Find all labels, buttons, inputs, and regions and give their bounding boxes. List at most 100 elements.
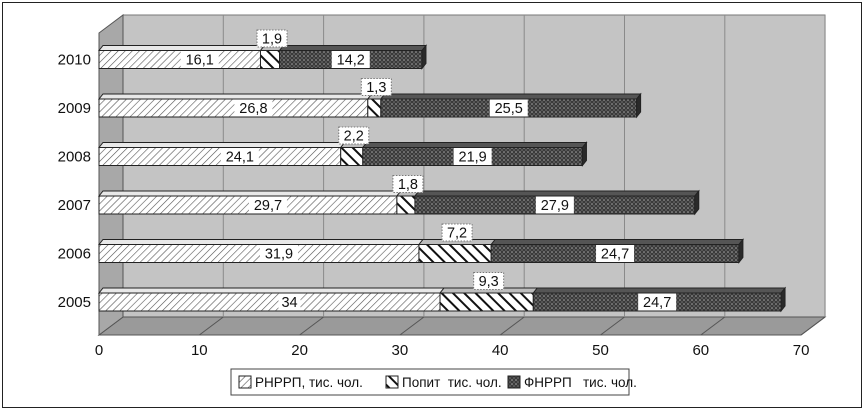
bar-popyt-2010 bbox=[259, 45, 285, 69]
bar-top-fnrrp-2008 bbox=[361, 142, 588, 148]
x-tick-label-40: 40 bbox=[492, 342, 509, 359]
data-label-text-popyt-2007: 1,8 bbox=[398, 177, 418, 193]
bar-rnrrp-2007 bbox=[97, 190, 402, 215]
bar-face-popyt-2007 bbox=[396, 195, 416, 215]
data-label-text-fnrrp-2005: 24,7 bbox=[643, 295, 671, 311]
legend-label-popyt: Попит тис. чол. bbox=[402, 375, 502, 390]
data-label-box-fnrrp-2006 bbox=[596, 245, 635, 262]
data-label-box-fnrrp-2008 bbox=[453, 148, 492, 165]
x-tick-label-70: 70 bbox=[793, 342, 810, 359]
data-label-fnrrp-2008: 21,9 bbox=[453, 148, 492, 166]
bar-face-popyt-2006 bbox=[418, 244, 492, 263]
x-tick-label-60: 60 bbox=[692, 342, 709, 359]
floor-line-50 bbox=[600, 316, 625, 336]
bar-popyt-2006 bbox=[417, 239, 497, 263]
bar-rnrrp-2008 bbox=[97, 142, 346, 166]
data-label-fnrrp-2006: 24,7 bbox=[596, 245, 635, 263]
legend-swatch-popyt bbox=[385, 375, 399, 389]
data-label-fnrrp-2009: 25,5 bbox=[489, 99, 528, 117]
data-label-text-fnrrp-2008: 21,9 bbox=[459, 150, 487, 166]
data-label-fnrrp-2005: 24,7 bbox=[638, 293, 677, 311]
data-label-popyt-2007: 1,8 bbox=[392, 175, 424, 193]
legend-label-rnrrp: РНРРП, тис. чол. bbox=[255, 375, 363, 390]
data-label-text-popyt-2008: 2,2 bbox=[344, 129, 364, 145]
data-label-box-rnrrp-2010 bbox=[180, 51, 219, 68]
value-axis-labels: 0 10 20 30 40 50 60 70 bbox=[95, 342, 810, 359]
y-tick-label-2009: 2009 bbox=[58, 100, 91, 117]
bar-face-rnrrp-2008 bbox=[98, 147, 342, 166]
floor-line-30 bbox=[399, 316, 425, 336]
bar-popyt-2005 bbox=[438, 287, 539, 312]
data-label-rnrrp-2009: 26,8 bbox=[234, 99, 273, 117]
floor-line-60 bbox=[700, 316, 726, 336]
legend-box bbox=[230, 368, 630, 396]
data-label-fnrrp-2010: 14,2 bbox=[331, 51, 370, 69]
legend-label-fnrrp: ФНРРП тис. чол. bbox=[524, 375, 637, 390]
data-label-text-popyt-2005: 9,3 bbox=[479, 274, 499, 290]
y-tick-label-2010: 2010 bbox=[58, 52, 91, 69]
bar-top-rnrrp-2009 bbox=[97, 93, 373, 100]
data-label-box-fnrrp-2010 bbox=[331, 51, 370, 68]
chart-frame: 16,1 1,9 14,2 26,8 1,3 25,5 24,1 2,2 21,9 29,7 1,8… bbox=[2, 2, 862, 408]
bar-end-2005 bbox=[780, 286, 786, 313]
bar-end-2010 bbox=[421, 44, 427, 70]
data-label-popyt-2010: 1,9 bbox=[256, 29, 288, 48]
data-label-box-rnrrp-2008 bbox=[220, 148, 259, 165]
bar-top-fnrrp-2005 bbox=[532, 287, 787, 294]
x-tick-label-30: 30 bbox=[392, 342, 409, 359]
bar-face-rnrrp-2009 bbox=[98, 98, 369, 118]
floor-line-70 bbox=[800, 316, 826, 336]
data-label-box-popyt-2010 bbox=[256, 29, 288, 48]
bar-face-rnrrp-2005 bbox=[98, 292, 441, 312]
data-labels: 16,1 1,9 14,2 26,8 1,3 25,5 24,1 2,2 21,9 29,7 1,8… bbox=[180, 29, 677, 311]
data-label-box-popyt-2007 bbox=[392, 175, 424, 193]
bar-face-rnrrp-2010 bbox=[98, 50, 261, 69]
bar-end-2008 bbox=[581, 141, 587, 167]
floor-line-10 bbox=[199, 316, 224, 336]
bar-top-fnrrp-2009 bbox=[379, 93, 642, 100]
x-tick-label-10: 10 bbox=[191, 342, 208, 359]
data-label-text-popyt-2006: 7,2 bbox=[447, 226, 467, 242]
bar-chart: 16,1 1,9 14,2 26,8 1,3 25,5 24,1 2,2 21,9 29,7 1,8… bbox=[58, 14, 827, 396]
bar-face-rnrrp-2007 bbox=[98, 195, 398, 215]
data-label-text-rnrrp-2006: 31,9 bbox=[265, 247, 293, 263]
data-label-text-rnrrp-2008: 24,1 bbox=[226, 150, 254, 166]
bar-face-rnrrp-2006 bbox=[98, 244, 420, 263]
bar-fnrrp-2007 bbox=[413, 189, 700, 216]
legend-item-popyt: Попит тис. чол. bbox=[385, 375, 502, 390]
bar-top-rnrrp-2007 bbox=[97, 190, 402, 197]
data-label-rnrrp-2007: 29,7 bbox=[248, 196, 287, 214]
category-axis-labels: 2010 2009 2008 2007 2006 2005 bbox=[58, 52, 91, 312]
data-label-text-rnrrp-2009: 26,8 bbox=[239, 101, 267, 117]
y-tick-label-2007: 2007 bbox=[58, 197, 91, 214]
data-label-rnrrp-2008: 24,1 bbox=[220, 148, 259, 166]
legend: РНРРП, тис. чол. Попит тис. чол. ФНРРП т… bbox=[230, 368, 637, 396]
y-tick-label-2006: 2006 bbox=[58, 246, 91, 263]
data-label-box-popyt-2009 bbox=[360, 78, 392, 96]
data-label-popyt-2006: 7,2 bbox=[441, 223, 473, 242]
data-label-box-rnrrp-2009 bbox=[234, 99, 273, 117]
bar-face-popyt-2008 bbox=[340, 147, 364, 166]
bar-end-2009 bbox=[636, 92, 642, 119]
x-tick-label-0: 0 bbox=[95, 342, 103, 359]
data-label-text-fnrrp-2007: 27,9 bbox=[541, 198, 569, 214]
legend-swatch-fnrrp bbox=[507, 375, 521, 389]
y-tick-label-2005: 2005 bbox=[58, 294, 91, 311]
data-label-rnrrp-2010: 16,1 bbox=[180, 51, 219, 69]
data-label-text-fnrrp-2010: 14,2 bbox=[337, 53, 365, 69]
bar-top-fnrrp-2006 bbox=[490, 239, 744, 245]
data-label-rnrrp-2006: 31,9 bbox=[259, 245, 298, 263]
plot-floor bbox=[97, 316, 827, 336]
data-label-text-fnrrp-2006: 24,7 bbox=[601, 247, 629, 263]
bar-top-rnrrp-2006 bbox=[97, 239, 424, 245]
data-label-box-popyt-2006 bbox=[441, 223, 473, 242]
data-label-text-rnrrp-2010: 16,1 bbox=[186, 53, 214, 69]
bar-top-rnrrp-2008 bbox=[97, 142, 346, 148]
data-label-box-popyt-2008 bbox=[338, 126, 370, 145]
bar-top-fnrrp-2007 bbox=[413, 190, 700, 197]
bar-face-popyt-2005 bbox=[439, 292, 534, 312]
data-label-popyt-2009: 1,3 bbox=[360, 78, 392, 96]
data-label-text-popyt-2009: 1,3 bbox=[366, 80, 386, 96]
data-label-popyt-2005: 9,3 bbox=[473, 272, 505, 290]
data-label-box-rnrrp-2006 bbox=[259, 245, 298, 262]
